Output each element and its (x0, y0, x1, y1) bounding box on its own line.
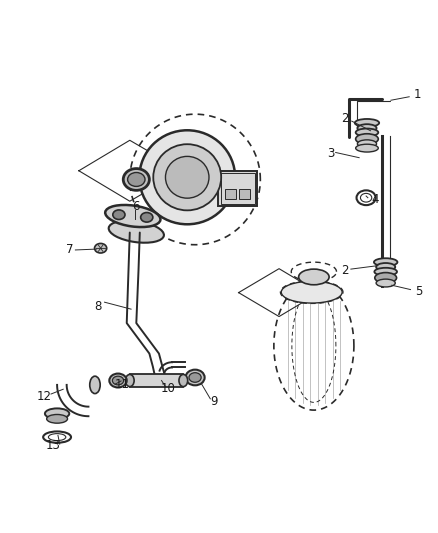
Text: 13: 13 (45, 439, 60, 453)
Text: 10: 10 (160, 382, 175, 395)
Ellipse shape (139, 130, 235, 224)
Ellipse shape (95, 244, 107, 253)
Ellipse shape (355, 119, 379, 127)
Text: 2: 2 (342, 264, 349, 277)
Ellipse shape (90, 376, 100, 393)
Ellipse shape (357, 140, 377, 148)
Bar (225, 189, 236, 199)
Ellipse shape (113, 376, 124, 385)
Text: 2: 2 (342, 112, 349, 125)
Ellipse shape (109, 221, 164, 243)
Ellipse shape (356, 144, 378, 152)
Text: 6: 6 (132, 200, 139, 213)
Ellipse shape (113, 210, 125, 220)
Bar (239, 189, 250, 199)
Text: 4: 4 (371, 192, 378, 206)
Text: 12: 12 (36, 390, 52, 403)
Ellipse shape (356, 128, 378, 136)
Ellipse shape (123, 168, 149, 190)
Ellipse shape (189, 373, 201, 382)
Ellipse shape (105, 205, 160, 227)
Text: 8: 8 (94, 300, 102, 313)
Text: 1: 1 (413, 88, 421, 101)
Bar (130, 375, 184, 386)
Ellipse shape (299, 269, 329, 285)
Ellipse shape (281, 281, 342, 303)
Ellipse shape (374, 258, 397, 266)
Ellipse shape (125, 375, 134, 386)
Text: 11: 11 (115, 378, 130, 391)
Ellipse shape (375, 272, 396, 283)
Ellipse shape (376, 263, 395, 271)
Text: 9: 9 (210, 395, 218, 408)
Ellipse shape (153, 144, 221, 211)
Ellipse shape (185, 370, 205, 385)
Bar (218, 171, 257, 206)
Ellipse shape (141, 213, 153, 222)
Ellipse shape (45, 408, 69, 419)
Ellipse shape (356, 134, 378, 144)
Text: 7: 7 (67, 244, 74, 256)
Text: 3: 3 (328, 147, 335, 160)
Ellipse shape (127, 173, 145, 187)
Text: 5: 5 (415, 285, 422, 298)
Ellipse shape (179, 375, 187, 386)
Ellipse shape (357, 124, 377, 132)
Ellipse shape (47, 415, 67, 423)
Ellipse shape (166, 156, 209, 198)
Ellipse shape (374, 268, 397, 276)
Bar (221, 173, 254, 204)
Ellipse shape (376, 279, 395, 287)
Ellipse shape (110, 374, 127, 387)
